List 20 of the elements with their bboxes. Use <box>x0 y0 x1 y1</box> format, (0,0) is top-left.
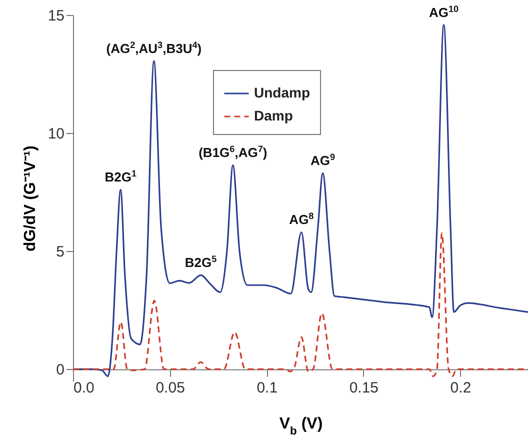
x-tick-label: 0.1 <box>256 380 278 397</box>
annotation: B2G$^{5}$ <box>184 254 217 270</box>
y-tick-label: 5 <box>56 244 64 261</box>
y-axis-title: dG/dV (G⁻¹V⁻¹) <box>22 146 39 252</box>
y-tick-label: 10 <box>48 126 64 143</box>
annotation: B2G$^{1}$ <box>104 168 137 185</box>
annotation: AG$^{10}$ <box>428 4 459 20</box>
x-axis-title: V$_{b}$ (V) <box>279 416 323 437</box>
legend-label: Damp <box>254 108 293 124</box>
x-tick-label: 0.15 <box>349 380 379 397</box>
y-tick-label: 15 <box>48 8 64 24</box>
annotation: AG$^{9}$ <box>310 152 336 168</box>
annotation: (AG$^{2}$,AU$^{3}$,B3U$^{4}$) <box>106 40 202 56</box>
annotation: AG$^{8}$ <box>289 211 314 228</box>
annotation: (B1G$^{6}$,AG$^{7}$) <box>198 144 268 160</box>
x-tick-label: 0.0 <box>74 380 94 397</box>
legend-label: Undamp <box>254 84 310 100</box>
x-tick-label: 0.05 <box>156 380 185 397</box>
y-tick-label: 0 <box>56 362 64 379</box>
x-tick-label: 0.2 <box>450 380 472 397</box>
